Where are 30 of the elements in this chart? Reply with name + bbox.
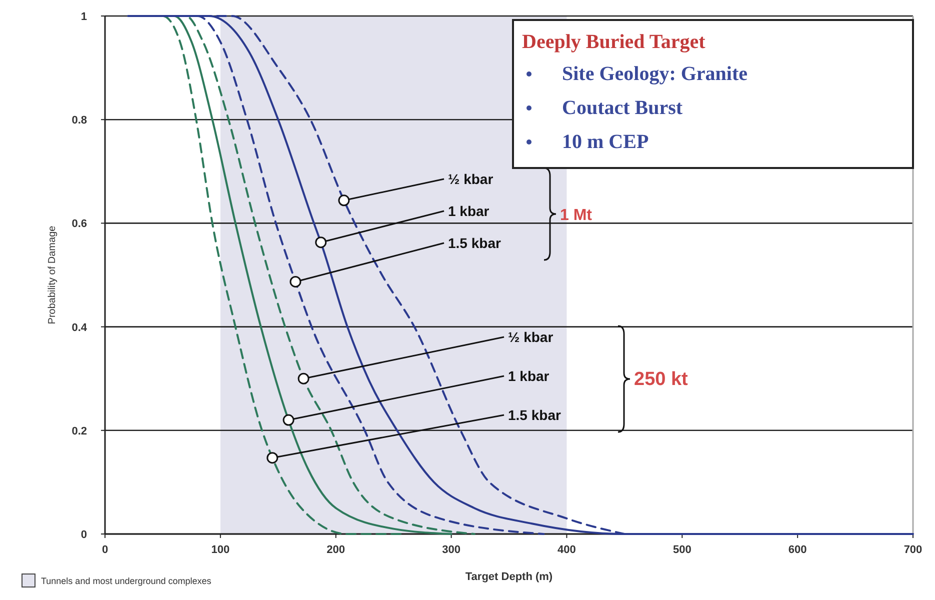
legend-label: Tunnels and most underground complexes bbox=[41, 576, 212, 586]
x-tick-label: 700 bbox=[904, 544, 922, 556]
line-series bbox=[127, 15, 914, 535]
annotation: 1 kbar bbox=[508, 368, 550, 384]
annotation: Coutact Burst bbox=[562, 97, 683, 119]
x-tick-label: 400 bbox=[558, 544, 576, 556]
annotation: ½ kbar bbox=[508, 329, 554, 345]
y-tick-label: 0 bbox=[80, 529, 87, 541]
y-tick-label: 1 bbox=[80, 11, 87, 23]
annotation: 1 Mt bbox=[560, 207, 593, 224]
y-tick-label: 0.4 bbox=[72, 322, 88, 334]
annotation: 10 m CEP bbox=[562, 131, 649, 153]
y-tick-label: 0.2 bbox=[72, 425, 87, 438]
annotation: ½ kbar bbox=[448, 171, 494, 187]
x-tick-label: 200 bbox=[326, 544, 346, 556]
annotation: 1.5 kbar bbox=[448, 235, 502, 251]
y-tick-label: 0.6 bbox=[72, 218, 87, 230]
text: Deeply Buried Target bbox=[522, 31, 706, 53]
annotation: Site Geology: Granite bbox=[562, 63, 748, 85]
y-axis-title: Probability of Damage bbox=[47, 225, 58, 324]
y-tick-label: 0.8 bbox=[72, 114, 87, 127]
x-tick-label: 100 bbox=[211, 544, 230, 556]
x-tick-label: 600 bbox=[788, 544, 807, 556]
x-axis-title: Target Depth (m) bbox=[465, 571, 553, 583]
annotation: 1.5 kbar bbox=[508, 407, 562, 423]
annotation: 250 kt bbox=[634, 369, 689, 390]
x-tick-label: 0 bbox=[102, 544, 108, 556]
x-tick-label: 300 bbox=[442, 544, 460, 556]
x-tick-label: 500 bbox=[672, 544, 692, 556]
annotation: 1 kbar bbox=[448, 203, 490, 219]
